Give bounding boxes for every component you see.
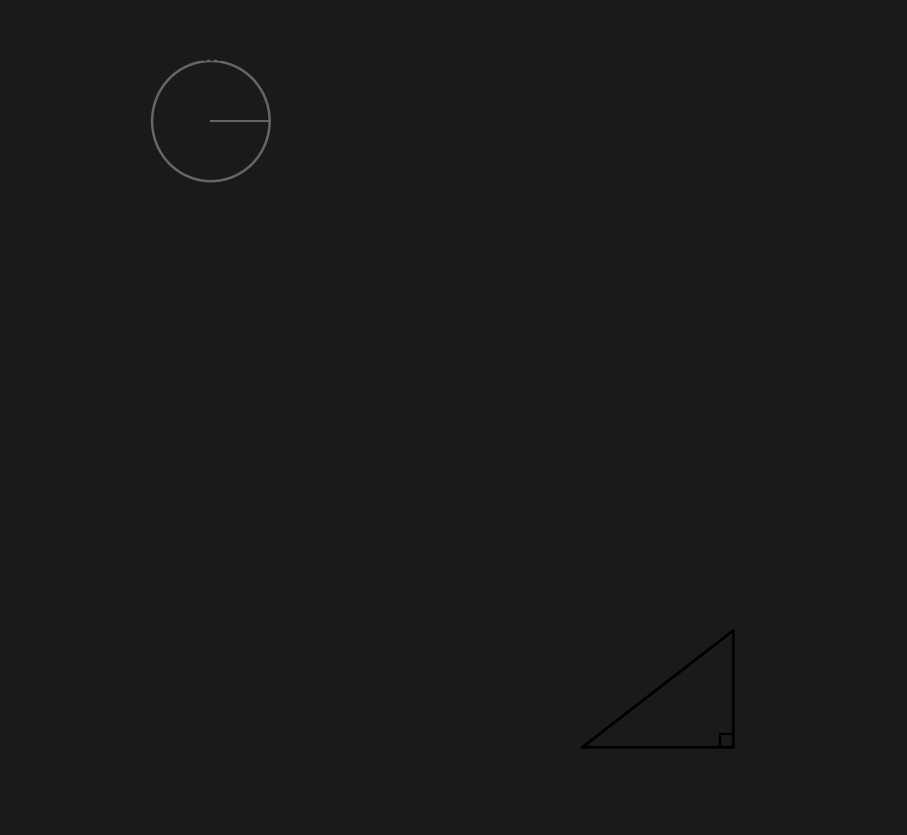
Text: Calculate the area (in terms of π ): Calculate the area (in terms of π ) xyxy=(150,46,524,65)
Text: 2: 2 xyxy=(101,205,114,224)
Text: If an exterior angle of a regular polygon is 30°, how many sides does the polygo: If an exterior angle of a regular polygo… xyxy=(150,205,907,224)
Text: x: x xyxy=(617,635,626,650)
Text: Expand and simplify $(x+8)(x+8)$: Expand and simplify $(x+8)(x+8)$ xyxy=(150,367,505,391)
Text: Express 9.2 $\times$ 10$^5$ in ordinary form: Express 9.2 $\times$ 10$^5$ in ordinary … xyxy=(150,497,529,523)
Text: For the triangle shown find the exact value of x: For the triangle shown find the exact va… xyxy=(150,626,672,645)
Text: 18 cm: 18 cm xyxy=(218,125,252,135)
Text: 3: 3 xyxy=(101,367,114,387)
Text: 7 cm: 7 cm xyxy=(639,777,677,792)
Text: 5: 5 xyxy=(101,630,114,650)
Text: 4: 4 xyxy=(101,497,114,516)
Polygon shape xyxy=(0,0,65,835)
Text: 1: 1 xyxy=(101,46,114,65)
Text: 6 cm: 6 cm xyxy=(746,681,784,696)
